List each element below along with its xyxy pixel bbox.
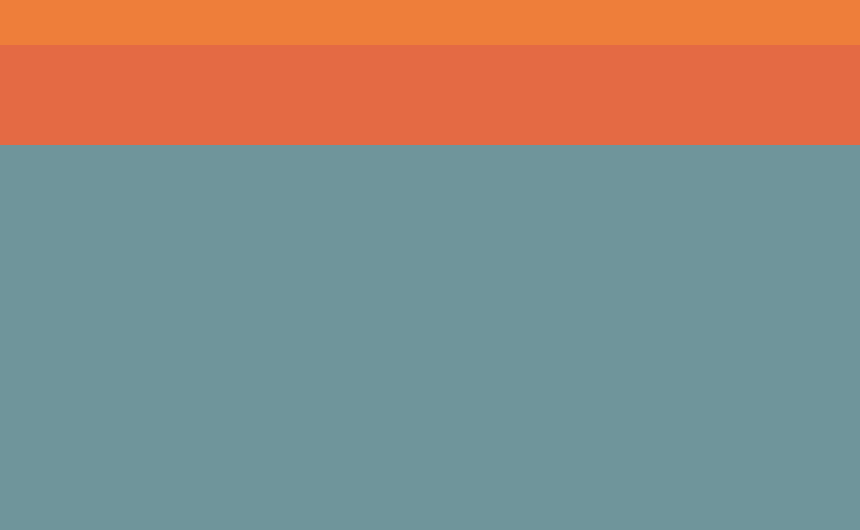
background-stripe [0, 405, 860, 530]
yhl-pie-chart: 10%38%4%19%29%% OFTOTAL YHL [0, 0, 860, 530]
background-stripe [0, 45, 860, 145]
background-stripe [0, 0, 860, 45]
background-stripe [0, 145, 860, 405]
